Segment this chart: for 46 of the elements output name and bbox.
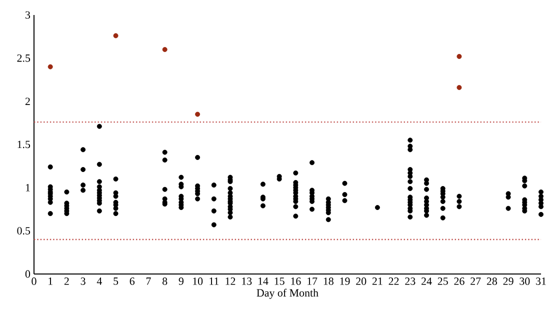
x-tick-label: 15 <box>274 278 284 285</box>
point <box>456 85 462 90</box>
x-tick-label: 31 <box>536 278 546 285</box>
x-tick-label: 19 <box>340 278 350 285</box>
x-tick-label: 24 <box>422 278 432 285</box>
x-tick-label: 14 <box>258 278 268 285</box>
point <box>113 33 118 38</box>
x-tick-label: 30 <box>520 278 530 285</box>
x-tick-label: 18 <box>324 278 334 285</box>
point <box>456 54 462 59</box>
y-tick-label: 1.5 <box>18 140 30 148</box>
y-tick-label: 2.5 <box>17 54 30 62</box>
point <box>162 47 168 52</box>
x-tick-label: 20 <box>356 278 366 285</box>
y-tick-label: 1 <box>26 184 30 192</box>
x-tick-label: 2 <box>64 278 69 285</box>
x-tick-label: 12 <box>226 278 236 285</box>
x-tick-label: 17 <box>308 278 318 285</box>
y-tick-label: 2 <box>25 98 30 105</box>
x-tick-label: 23 <box>405 278 416 285</box>
x-tick-label: 3 <box>80 278 86 285</box>
x-tick-label: 4 <box>96 278 102 285</box>
x-tick-label: 11 <box>210 278 219 285</box>
x-tick-label: 7 <box>146 278 151 285</box>
x-tick-label: 10 <box>193 278 203 285</box>
y-tick-label: 0 <box>25 270 30 278</box>
x-axis-title: Day of Month <box>256 288 318 299</box>
x-tick-label: 5 <box>114 278 118 285</box>
y-tick-label: 0.5 <box>17 227 30 235</box>
x-tick-label: 0 <box>32 278 36 285</box>
x-tick-label: 21 <box>372 278 382 285</box>
x-tick-label: 26 <box>454 278 464 285</box>
point <box>195 112 200 117</box>
x-tick-label: 29 <box>503 278 514 285</box>
x-tick-label: 6 <box>130 278 135 285</box>
x-tick-label: 22 <box>388 278 399 285</box>
x-tick-label: 9 <box>178 278 184 285</box>
x-tick-label: 8 <box>162 278 168 285</box>
x-tick-label: 25 <box>438 278 448 285</box>
point <box>48 64 53 70</box>
x-tick-label: 28 <box>486 278 498 285</box>
x-tick-label: 27 <box>470 278 481 285</box>
y-tick-label: 3 <box>26 11 30 19</box>
x-tick-label: 13 <box>242 278 252 285</box>
x-tick-label: 1 <box>48 278 52 285</box>
x-tick-label: 16 <box>291 278 301 285</box>
